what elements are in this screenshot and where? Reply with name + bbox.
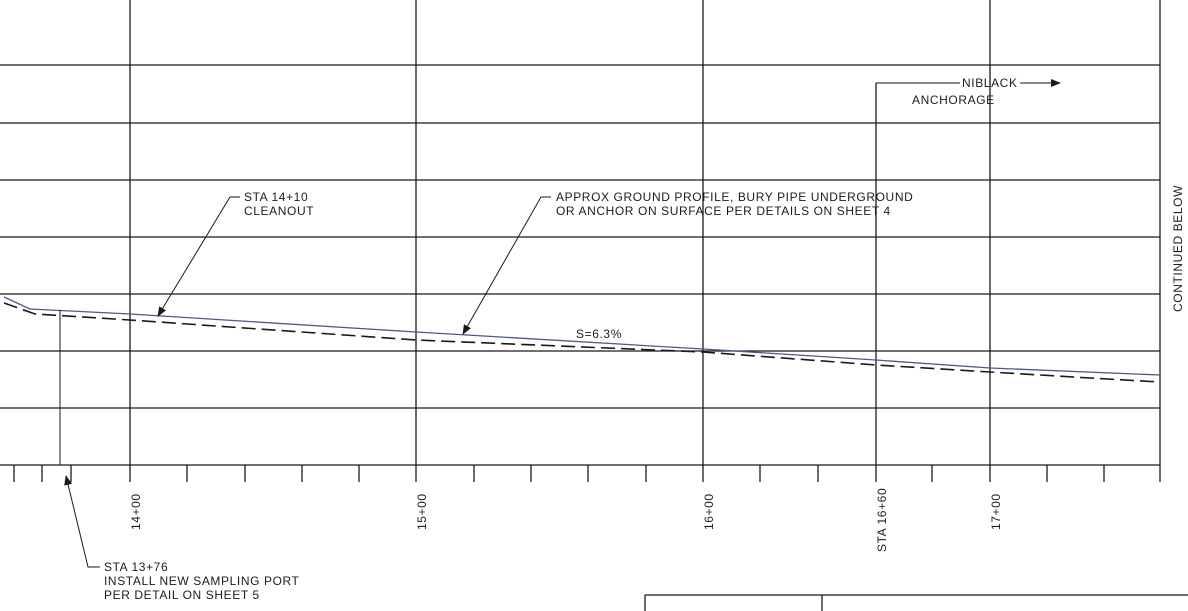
station-label-16-60: STA 16+60 <box>875 488 889 552</box>
cleanout-callout: STA 14+10 CLEANOUT <box>157 190 314 317</box>
station-labels: 14+00 15+00 16+00 STA 16+60 17+00 <box>129 488 1003 552</box>
ground-profile-line <box>3 296 1161 376</box>
station-label-14-00: 14+00 <box>129 493 143 530</box>
continued-below-note: CONTINUED BELOW <box>1171 185 1185 312</box>
sampling-station-text: STA 13+76 <box>104 560 168 574</box>
anchorage-text: ANCHORAGE <box>912 93 995 107</box>
ground-profile-callout: APPROX GROUND PROFILE, BURY PIPE UNDERGR… <box>462 190 913 335</box>
vertical-grid <box>129 0 1161 465</box>
station-label-15-00: 15+00 <box>415 493 429 530</box>
niblack-callout: NIBLACK ANCHORAGE <box>876 76 1061 107</box>
horizontal-grid <box>0 64 1160 466</box>
sampling-detail-text: PER DETAIL ON SHEET 5 <box>104 588 260 602</box>
sampling-port-callout: STA 13+76 INSTALL NEW SAMPLING PORT PER … <box>59 310 300 602</box>
cleanout-label-text: CLEANOUT <box>244 204 314 218</box>
title-block-partial <box>644 594 1188 611</box>
station-label-16-00: 16+00 <box>702 493 716 530</box>
station-label-17-00: 17+00 <box>989 493 1003 530</box>
sampling-install-text: INSTALL NEW SAMPLING PORT <box>104 574 300 588</box>
ground-profile-text-line1: APPROX GROUND PROFILE, BURY PIPE UNDERGR… <box>556 190 913 204</box>
niblack-text: NIBLACK <box>962 76 1018 90</box>
pipe-line-dashed <box>3 302 1161 383</box>
cleanout-station-text: STA 14+10 <box>244 190 308 204</box>
station-ticks <box>13 465 1161 482</box>
slope-label: S=6.3% <box>576 327 622 341</box>
ground-profile-text-line2: OR ANCHOR ON SURFACE PER DETAILS ON SHEE… <box>556 204 891 218</box>
